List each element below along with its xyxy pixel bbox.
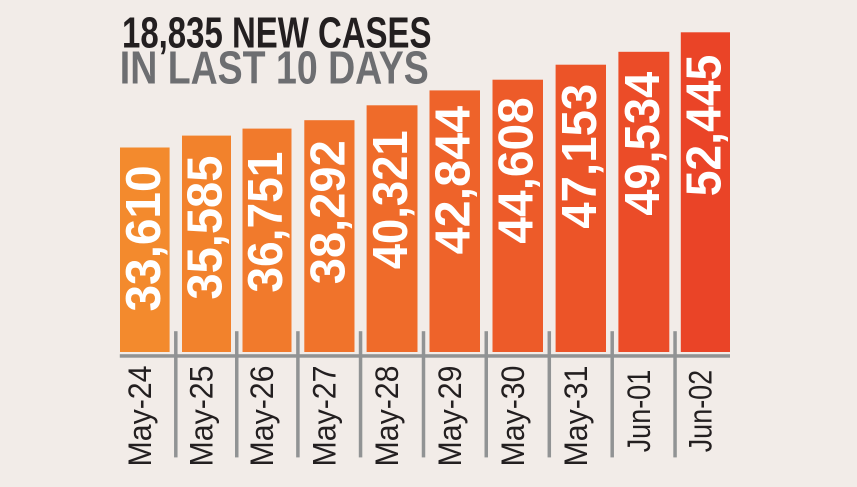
svg-text:May-25: May-25 xyxy=(184,366,220,467)
svg-text:49,534: 49,534 xyxy=(616,72,670,216)
svg-text:May-31: May-31 xyxy=(558,366,594,467)
svg-text:38,292: 38,292 xyxy=(301,140,355,284)
svg-text:IN LAST 10 DAYS: IN LAST 10 DAYS xyxy=(120,41,429,93)
svg-text:May-30: May-30 xyxy=(495,366,531,467)
svg-text:47,153: 47,153 xyxy=(553,84,607,229)
svg-text:33,610: 33,610 xyxy=(117,166,171,312)
svg-text:40,321: 40,321 xyxy=(364,130,418,269)
svg-text:May-26: May-26 xyxy=(244,366,280,467)
svg-text:44,608: 44,608 xyxy=(490,97,544,244)
svg-text:35,585: 35,585 xyxy=(179,156,233,300)
svg-text:May-29: May-29 xyxy=(432,366,468,467)
svg-text:36,751: 36,751 xyxy=(239,152,293,293)
svg-text:May-24: May-24 xyxy=(122,366,158,467)
svg-text:42,844: 42,844 xyxy=(427,106,481,255)
svg-text:18,835 NEW CASES: 18,835 NEW CASES xyxy=(122,9,432,58)
svg-text:52,445: 52,445 xyxy=(677,55,731,197)
svg-text:May-27: May-27 xyxy=(306,366,342,467)
svg-text:Jun-01: Jun-01 xyxy=(621,370,657,453)
svg-text:May-28: May-28 xyxy=(369,366,405,467)
svg-text:Jun-02: Jun-02 xyxy=(682,370,718,453)
